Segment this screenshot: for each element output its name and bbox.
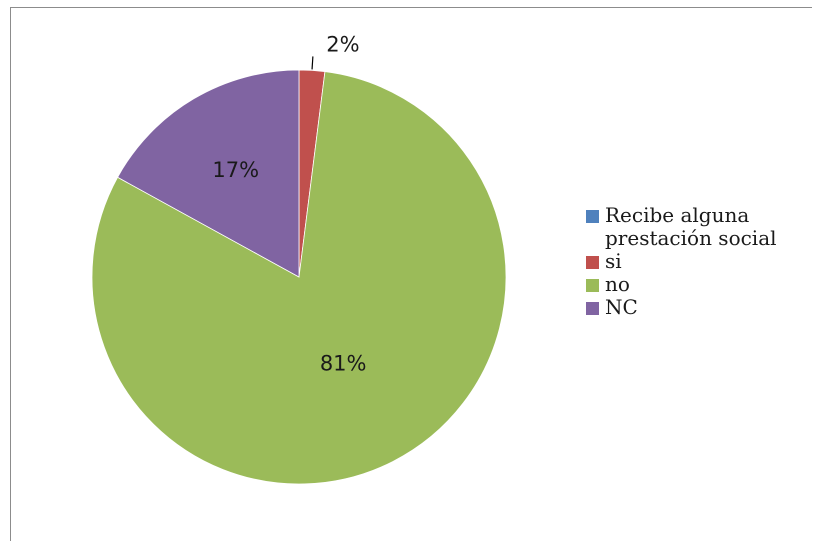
legend-label-nc: NC bbox=[605, 295, 638, 319]
data-label-nc: 17% bbox=[212, 158, 259, 182]
legend-item-series: Recibe alguna prestación social bbox=[586, 204, 805, 250]
pie-data-labels: 2% 81% 17% bbox=[212, 32, 366, 375]
legend-swatch-no bbox=[586, 279, 599, 292]
legend-label-no: no bbox=[605, 272, 630, 296]
legend-swatch-nc bbox=[586, 302, 599, 315]
legend-swatch-series bbox=[586, 210, 599, 223]
pie-slice-nc bbox=[117, 69, 300, 278]
legend-label-series: Recibe alguna prestación social bbox=[605, 203, 777, 250]
legend-item-si: si bbox=[586, 250, 805, 273]
pie-slice-no bbox=[91, 71, 507, 485]
legend-item-nc: NC bbox=[586, 296, 805, 319]
legend-label-si: si bbox=[605, 249, 622, 273]
legend-swatch-si bbox=[586, 256, 599, 269]
data-label-no: 81% bbox=[320, 352, 367, 376]
pie-slices bbox=[91, 69, 507, 485]
legend-item-no: no bbox=[586, 273, 805, 296]
leader-line-si bbox=[311, 56, 314, 70]
legend: Recibe alguna prestación social si no NC bbox=[586, 204, 805, 319]
data-label-si: 2% bbox=[326, 32, 359, 56]
